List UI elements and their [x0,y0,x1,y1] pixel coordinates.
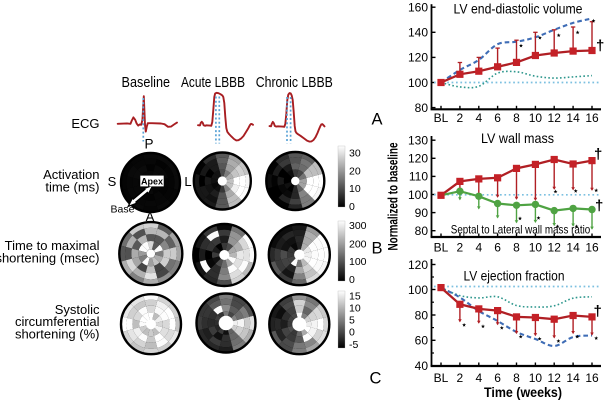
svg-text:A: A [371,111,382,129]
svg-text:8: 8 [513,240,520,254]
svg-text:C: C [370,370,382,388]
svg-text:20: 20 [349,165,361,177]
svg-text:S: S [108,174,117,189]
svg-text:Time to maximal: Time to maximal [5,238,100,253]
svg-text:80: 80 [415,224,429,238]
svg-text:BL: BL [434,240,449,254]
svg-text:LV end-diastolic volume: LV end-diastolic volume [454,0,583,16]
svg-text:100: 100 [349,256,367,268]
svg-text:14: 14 [566,371,580,385]
svg-text:12: 12 [548,240,562,254]
svg-text:8: 8 [513,111,520,125]
svg-text:Baseline: Baseline [122,74,171,91]
svg-text:10: 10 [349,302,361,314]
svg-text:16: 16 [585,111,599,125]
svg-text:L: L [184,174,191,189]
svg-text:BL: BL [434,111,449,125]
svg-text:6: 6 [494,371,501,385]
svg-text:10: 10 [349,183,361,195]
svg-text:Normalized to baseline: Normalized to baseline [386,142,401,250]
svg-text:2: 2 [457,371,464,385]
svg-text:10: 10 [529,371,543,385]
svg-text:16: 16 [585,240,599,254]
svg-text:shortening (%): shortening (%) [15,327,100,342]
svg-text:80: 80 [415,101,429,115]
svg-text:0: 0 [349,201,355,213]
svg-text:circumferential: circumferential [15,314,100,329]
svg-text:90: 90 [415,206,429,220]
svg-text:120: 120 [408,51,428,65]
svg-text:60: 60 [415,334,429,348]
svg-text:100: 100 [408,76,428,90]
svg-text:120: 120 [408,258,428,272]
svg-text:Activation: Activation [43,167,99,182]
svg-text:Acute LBBB: Acute LBBB [181,74,245,91]
svg-text:†: † [594,146,602,163]
svg-text:Systolic: Systolic [55,302,100,317]
svg-text:40: 40 [415,359,429,373]
svg-text:-5: -5 [349,339,358,351]
svg-text:110: 110 [409,170,428,184]
svg-text:6: 6 [494,240,501,254]
svg-text:0: 0 [349,274,355,286]
svg-text:shortening (msec): shortening (msec) [0,250,100,265]
svg-text:120: 120 [408,152,428,166]
svg-text:15: 15 [349,290,361,302]
svg-text:P: P [145,137,154,152]
svg-text:200: 200 [349,238,367,250]
svg-text:2: 2 [457,240,464,254]
svg-text:†: † [596,38,604,55]
svg-text:Time (weeks): Time (weeks) [484,385,562,400]
svg-text:100: 100 [408,283,428,297]
svg-text:14: 14 [566,240,580,254]
svg-text:6: 6 [494,111,501,125]
svg-text:160: 160 [408,1,428,15]
svg-text:†: † [594,303,602,320]
svg-text:300: 300 [349,220,367,232]
svg-text:14: 14 [566,111,580,125]
svg-text:Apex: Apex [141,176,163,186]
svg-text:2: 2 [457,111,464,125]
svg-text:A: A [146,209,155,224]
svg-text:140: 140 [408,26,428,40]
svg-text:5: 5 [349,314,355,326]
svg-text:LV wall mass: LV wall mass [481,130,554,146]
svg-text:12: 12 [548,111,562,125]
svg-text:ECG: ECG [71,116,99,131]
svg-text:4: 4 [475,240,482,254]
svg-text:LV ejection fraction: LV ejection fraction [464,268,565,284]
svg-text:0: 0 [349,327,355,339]
svg-text:Septal to Lateral wall mass ra: Septal to Lateral wall mass ratio [451,222,591,236]
svg-text:4: 4 [475,371,482,385]
svg-text:10: 10 [529,111,543,125]
svg-text:time (ms): time (ms) [45,179,99,194]
svg-text:BL: BL [434,371,449,385]
svg-text:30: 30 [349,147,361,159]
svg-text:B: B [371,240,382,258]
svg-text:Chronic LBBB: Chronic LBBB [256,74,333,91]
svg-text:16: 16 [585,371,599,385]
svg-text:80: 80 [415,308,429,322]
svg-text:130: 130 [408,134,428,148]
svg-text:10: 10 [529,240,543,254]
svg-text:8: 8 [513,371,520,385]
svg-text:12: 12 [548,371,562,385]
svg-text:100: 100 [408,188,428,202]
svg-text:4: 4 [475,111,482,125]
svg-text:†: † [595,198,603,215]
